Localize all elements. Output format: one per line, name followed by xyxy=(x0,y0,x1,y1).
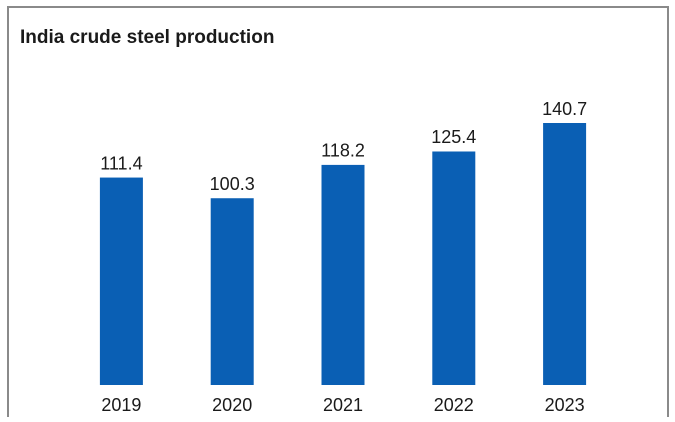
chart-frame xyxy=(7,6,669,422)
value-label: 125.4 xyxy=(431,127,476,147)
bar xyxy=(99,177,143,385)
bar xyxy=(321,164,365,385)
value-label: 140.7 xyxy=(542,99,587,119)
x-tick-label: 2019 xyxy=(101,395,141,415)
x-tick-label: 2021 xyxy=(323,395,363,415)
value-label: 100.3 xyxy=(210,174,255,194)
bar xyxy=(210,198,254,385)
bar xyxy=(432,151,476,385)
bar xyxy=(543,123,587,385)
x-tick-label: 2023 xyxy=(545,395,585,415)
chart-title: India crude steel production xyxy=(20,27,274,48)
x-tick-label: 2020 xyxy=(212,395,252,415)
x-tick-label: 2022 xyxy=(434,395,474,415)
value-label: 111.4 xyxy=(100,153,142,173)
value-label: 118.2 xyxy=(321,141,365,161)
